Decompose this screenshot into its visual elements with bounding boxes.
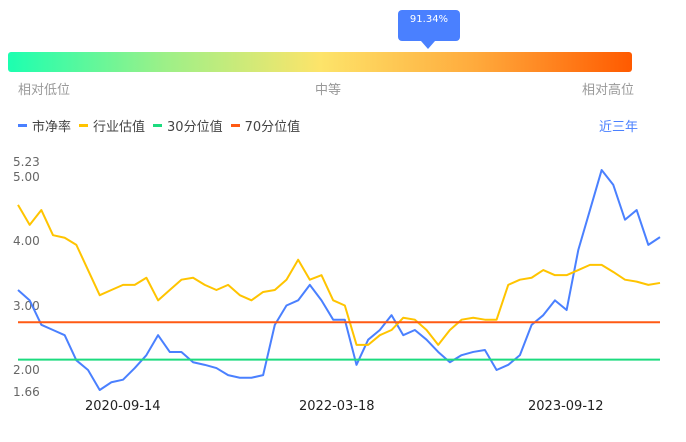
legend-swatch: [18, 124, 27, 127]
level-mid: 中等: [315, 83, 342, 98]
range-selector-3y[interactable]: 近三年: [599, 120, 639, 135]
x-tick: 2022-03-18: [299, 399, 375, 414]
legend-label: 30分位值: [167, 120, 223, 135]
percentile-tooltip: 91.34%: [398, 10, 460, 41]
legend-item-p30[interactable]: 30分位值: [153, 116, 223, 135]
valuation-gradient-bar: [8, 52, 632, 72]
series-line-1: [17, 204, 661, 346]
legend-item-pb[interactable]: 市净率: [18, 116, 71, 135]
y-tick: 4.00: [13, 234, 40, 248]
level-low: 相对低位: [18, 83, 71, 98]
y-tick: 5.23: [13, 155, 40, 169]
tooltip-arrow: [421, 41, 435, 49]
y-tick: 5.00: [13, 170, 40, 184]
legend-item-p70[interactable]: 70分位值: [230, 116, 301, 135]
legend-item-industry[interactable]: 行业估值: [79, 116, 145, 135]
x-tick: 2020-09-14: [85, 399, 161, 414]
y-tick: 1.66: [13, 385, 40, 399]
series-line-0: [17, 169, 661, 391]
legend-label: 行业估值: [93, 120, 146, 135]
y-tick: 2.00: [13, 363, 40, 377]
legend-label: 70分位值: [244, 120, 301, 135]
legend-swatch: [153, 124, 163, 127]
x-tick: 2023-09-12: [528, 399, 604, 414]
legend-swatch: [79, 124, 89, 127]
level-high: 相对高位: [582, 83, 635, 98]
legend-swatch: [230, 124, 240, 127]
legend-label: 市净率: [32, 120, 72, 135]
legend: 市净率 行业估值 30分位值 70分位值: [18, 116, 302, 135]
